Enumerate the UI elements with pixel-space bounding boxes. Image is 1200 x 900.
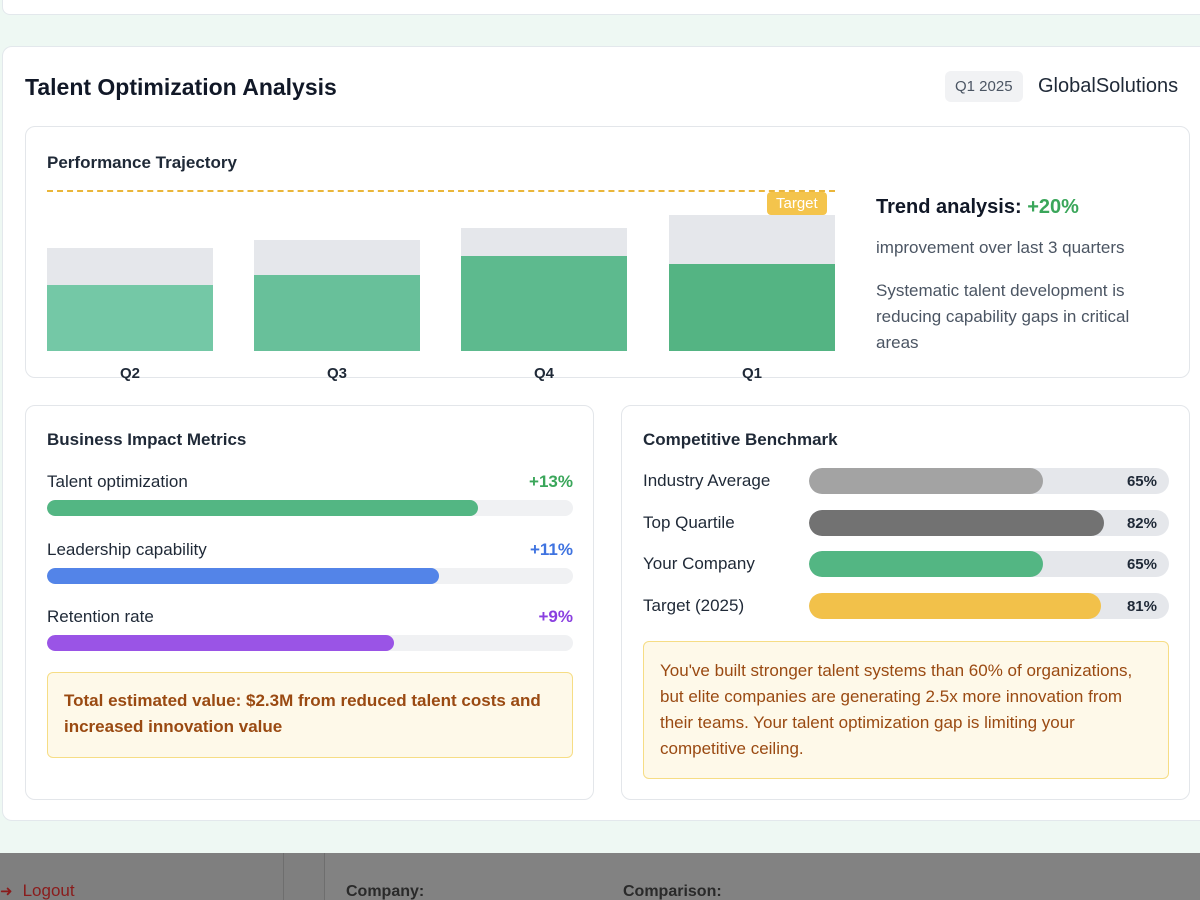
bar-label: Q3	[326, 365, 347, 382]
bar-q2	[47, 193, 213, 351]
trend-heading: Trend analysis: +20%	[876, 196, 1079, 219]
bar-label: Q2	[119, 365, 140, 382]
bar-fill	[669, 264, 835, 351]
logout-link[interactable]: ➜ Logout	[0, 881, 75, 900]
benchmark-label: Top Quartile	[643, 513, 735, 532]
benchmark-track: 65%	[809, 551, 1169, 577]
metric-fill	[47, 568, 439, 584]
benchmark-label: Target (2025)	[643, 596, 745, 615]
benchmark-value: 65%	[1126, 556, 1157, 573]
metric-value: +9%	[538, 607, 574, 626]
metric-fill	[47, 635, 395, 651]
page-title: Talent Optimization Analysis	[25, 74, 337, 100]
bar-label: Q4	[533, 365, 554, 382]
benchmark-label: Industry Average	[643, 471, 771, 490]
metric-label: Talent optimization	[47, 472, 188, 491]
bar-q1	[669, 193, 835, 351]
business-impact-title: Business Impact Metrics	[47, 430, 247, 449]
benchmark-value: 82%	[1126, 515, 1157, 532]
logout-label: Logout	[22, 881, 75, 900]
benchmark-row-target-2025: Target (2025) 81%	[643, 593, 1169, 619]
target-line	[47, 190, 835, 192]
logout-arrow-icon: ➜	[0, 883, 13, 900]
company-field-label: Company:	[346, 883, 425, 900]
benchmark-track: 82%	[809, 510, 1169, 536]
bar-fill	[254, 275, 420, 351]
benchmark-track: 81%	[809, 593, 1169, 619]
trend-label: Trend analysis:	[876, 196, 1022, 218]
talent-analysis-card: Talent Optimization Analysis Q1 2025 Glo…	[2, 46, 1200, 821]
benchmark-title: Competitive Benchmark	[643, 430, 838, 449]
benchmark-fill	[809, 468, 1043, 494]
metric-value: +11%	[529, 540, 573, 559]
bar-q4	[461, 193, 627, 351]
business-impact-panel: Business Impact Metrics Talent optimizat…	[25, 405, 594, 800]
trend-value: +20%	[1027, 196, 1079, 218]
bar-q3	[254, 193, 420, 351]
competitive-benchmark-panel: Competitive Benchmark Industry Average 6…	[621, 405, 1190, 800]
metric-fill	[47, 500, 479, 516]
performance-title: Performance Trajectory	[47, 153, 237, 172]
bar-label: Q1	[741, 365, 762, 382]
background-app: ➜ Logout Company: Comparison:	[0, 853, 1200, 900]
comparison-field-label: Comparison:	[623, 883, 722, 900]
company-name: GlobalSolutions	[1038, 75, 1179, 97]
metric-track	[47, 635, 573, 651]
benchmark-track: 65%	[809, 468, 1169, 494]
previous-card	[2, 0, 1200, 15]
quarter-badge: Q1 2025	[945, 71, 1023, 102]
metric-track	[47, 500, 573, 516]
target-tag: Target	[767, 192, 827, 215]
benchmark-value: 81%	[1126, 598, 1157, 615]
metric-label: Leadership capability	[47, 540, 207, 559]
benchmark-row-industry-average: Industry Average 65%	[643, 468, 1169, 494]
performance-panel: Performance Trajectory Target Q2 Q3 Q4 Q1 T…	[25, 126, 1190, 382]
bar-fill	[461, 256, 627, 351]
metric-value: +13%	[529, 472, 573, 491]
metric-label: Retention rate	[47, 607, 154, 626]
benchmark-value: 65%	[1126, 473, 1157, 490]
background-main: Company: Comparison:	[324, 853, 1200, 900]
metric-track	[47, 568, 573, 584]
trend-subtitle: improvement over last 3 quarters	[876, 238, 1125, 257]
trend-description: Systematic talent development is reducin…	[876, 281, 1130, 352]
benchmark-insight-note: You've built stronger talent systems tha…	[643, 641, 1169, 779]
benchmark-label: Your Company	[643, 554, 755, 573]
benchmark-row-top-quartile: Top Quartile 82%	[643, 510, 1169, 536]
benchmark-row-your-company: Your Company 65%	[643, 551, 1169, 577]
benchmark-fill	[809, 510, 1105, 536]
benchmark-fill	[809, 551, 1043, 577]
bar-fill	[47, 284, 213, 351]
impact-value-note: Total estimated value: $2.3M from reduce…	[47, 672, 573, 758]
benchmark-fill	[809, 593, 1101, 619]
background-sidebar: ➜ Logout	[0, 853, 284, 900]
